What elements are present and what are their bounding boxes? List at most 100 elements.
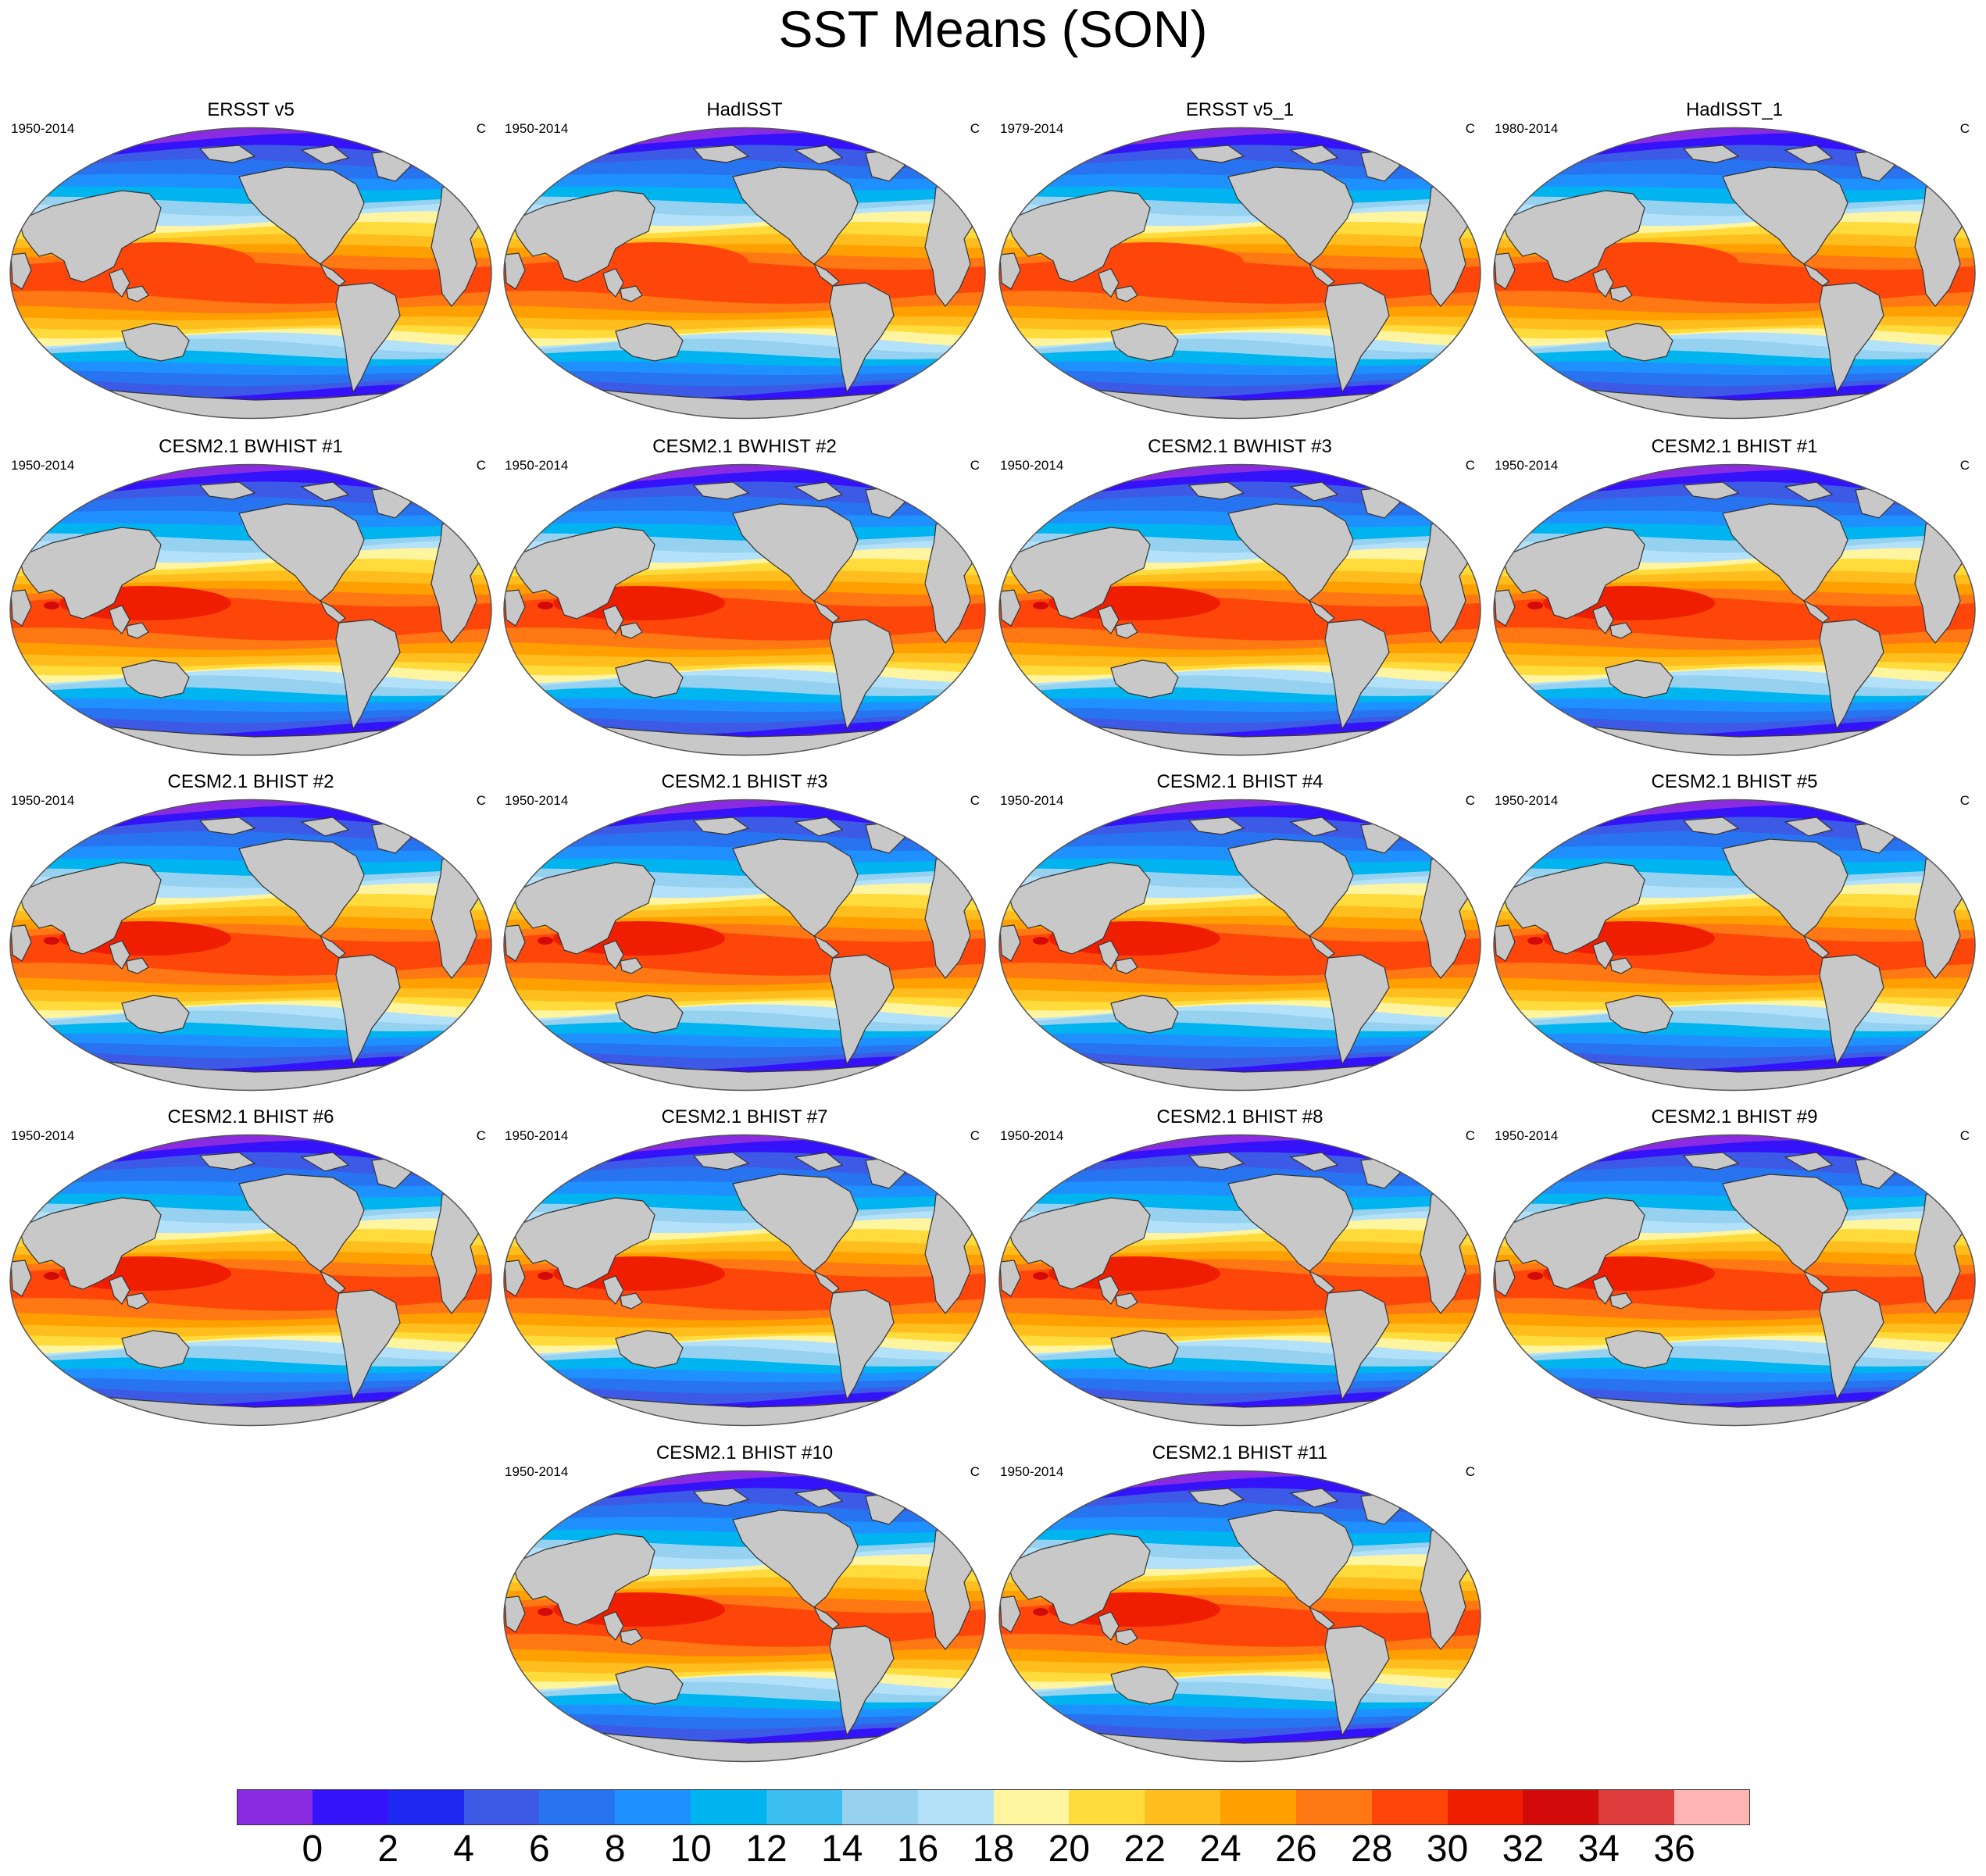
land-mass (10, 924, 32, 962)
land-mass (1007, 190, 1151, 283)
land-mass (1289, 1488, 1339, 1508)
land-mass (794, 481, 844, 502)
land-mass (602, 940, 624, 970)
land-mass (1819, 282, 1884, 394)
colorbar-tick-label: 18 (972, 1828, 1015, 1870)
map-panel: CESM2.1 BWHIST #1 1950-2014 C (5, 437, 497, 761)
land-mass (512, 1533, 655, 1626)
land-mass (1324, 1289, 1390, 1401)
land-mass (1592, 268, 1614, 298)
land-mass (732, 1510, 859, 1608)
land-mass (794, 1488, 844, 1508)
land-mass (1802, 599, 1830, 624)
panel-period: 1950-2014 (11, 121, 75, 136)
map-frame (998, 127, 1481, 420)
land-mass (1502, 190, 1645, 283)
land-mass (300, 817, 350, 837)
land-mass (1115, 957, 1138, 974)
land-mass (1115, 1292, 1138, 1310)
land-mass (121, 323, 190, 362)
colorbar-swatch (1523, 1789, 1599, 1825)
land-mass (1609, 285, 1633, 302)
sst-field (1494, 127, 1975, 419)
land-mass (1592, 605, 1614, 634)
map-frame (9, 799, 492, 1092)
land-mass (300, 481, 350, 502)
land-mass (1682, 145, 1740, 163)
land-mass (1502, 527, 1645, 620)
land-mass (692, 145, 750, 163)
land-mass (1115, 622, 1138, 639)
panel-units: C (970, 458, 980, 473)
map-frame (998, 463, 1481, 756)
sst-map (9, 127, 492, 420)
land-mass (620, 1628, 643, 1646)
land-mass (504, 1595, 526, 1633)
land-mass (1227, 838, 1354, 937)
map-frame (503, 1134, 986, 1427)
sst-field (10, 1135, 491, 1426)
panel-units: C (1465, 458, 1475, 473)
sst-map (9, 1134, 492, 1427)
colorbar-swatch (312, 1789, 389, 1825)
sst-field (1494, 799, 1975, 1091)
colorbar-swatch (388, 1789, 465, 1825)
land-mass (1188, 1488, 1245, 1506)
land-mass (1188, 145, 1245, 163)
colorbar-swatch (463, 1789, 540, 1825)
colorbar-swatch (917, 1789, 994, 1825)
panel-period: 1950-2014 (1495, 458, 1559, 473)
land-mass (813, 934, 840, 959)
land-mass (319, 934, 346, 959)
map-frame (998, 799, 1481, 1092)
land-mass (335, 282, 401, 394)
land-mass (1494, 589, 1516, 627)
panel-period: 1950-2014 (505, 121, 569, 136)
panel-title: ERSST v5_1 (1185, 99, 1295, 120)
panel-units: C (1465, 793, 1475, 808)
colorbar-swatch (615, 1789, 691, 1825)
land-mass (620, 957, 643, 974)
figure-title: SST Means (SON) (778, 0, 1208, 58)
colorbar-tick-label: 28 (1351, 1828, 1393, 1870)
panel-title: CESM2.1 BHIST #8 (1156, 1106, 1323, 1127)
land-mass (10, 589, 32, 627)
warm-pool-core (1033, 937, 1048, 945)
land-mass (300, 1152, 350, 1172)
sst-field (504, 1470, 985, 1762)
colorbar-swatch (1069, 1789, 1145, 1825)
land-mass (319, 263, 346, 287)
land-mass (1324, 619, 1390, 731)
land-mass (1188, 817, 1245, 835)
land-mass (512, 190, 655, 283)
land-mass (692, 817, 750, 835)
land-mass (10, 252, 32, 290)
sst-map (1493, 799, 1976, 1092)
panel-title: HadISST (706, 99, 783, 120)
land-mass (18, 527, 162, 620)
land-mass (1227, 503, 1354, 602)
land-mass (1098, 1611, 1120, 1641)
warm-pool-core (538, 1272, 553, 1280)
land-mass (1098, 268, 1120, 298)
map-frame (1493, 1134, 1976, 1427)
panel-title: CESM2.1 BWHIST #1 (159, 436, 343, 457)
sst-field (504, 464, 985, 756)
map-panel: CESM2.1 BHIST #10 1950-2014 C (498, 1443, 991, 1767)
land-mass (512, 862, 655, 955)
land-mass (1609, 622, 1633, 639)
map-panel: ERSST v5 1950-2014 C (5, 100, 497, 424)
land-mass (109, 605, 130, 634)
land-mass (1289, 1152, 1339, 1172)
sst-field (504, 1135, 985, 1426)
land-mass (813, 1270, 840, 1294)
sst-map (503, 463, 986, 756)
sst-map (998, 463, 1481, 756)
map-frame (1493, 127, 1976, 420)
land-mass (615, 1330, 684, 1369)
land-mass (620, 285, 643, 302)
colorbar-tick-label: 24 (1199, 1828, 1241, 1870)
land-mass (1682, 817, 1740, 835)
land-mass (1110, 323, 1179, 362)
land-mass (1682, 1152, 1740, 1170)
